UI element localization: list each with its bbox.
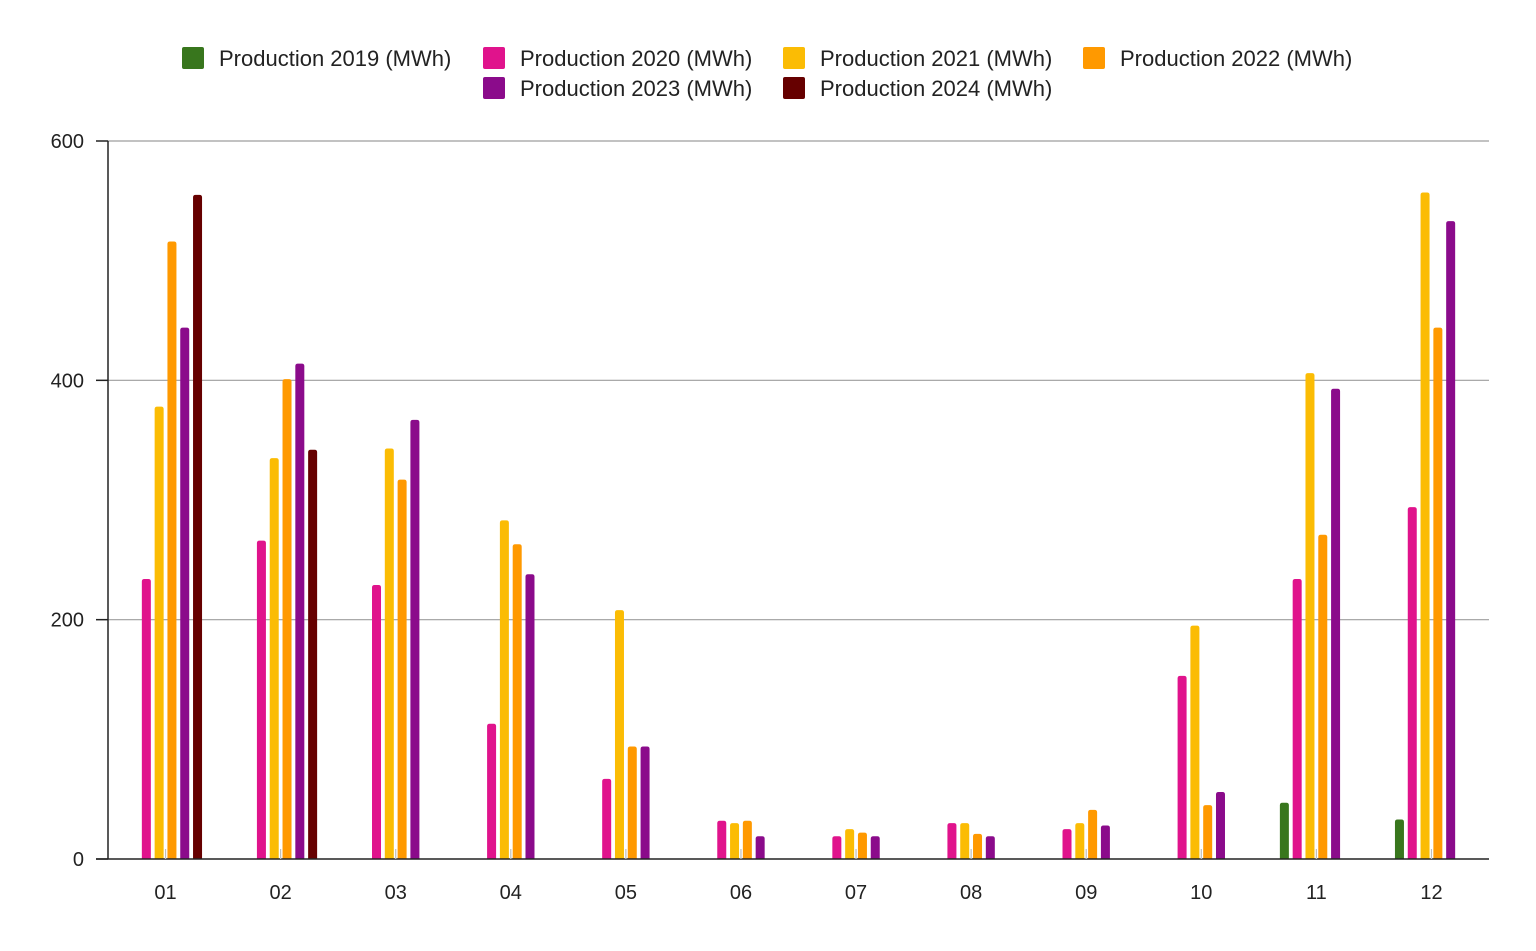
bar-production-2022-mwh-12 bbox=[1433, 327, 1443, 859]
bar-production-2023-mwh-03 bbox=[410, 419, 420, 859]
bar-production-2020-mwh-07 bbox=[832, 836, 842, 859]
bar-production-2021-mwh-03 bbox=[384, 448, 394, 859]
bar-production-2020-mwh-11 bbox=[1292, 578, 1302, 859]
legend-label-production-2024-mwh: Production 2024 (MWh) bbox=[820, 76, 1052, 101]
bar-production-2022-mwh-02 bbox=[282, 379, 292, 859]
legend-label-production-2020-mwh: Production 2020 (MWh) bbox=[520, 46, 752, 71]
bar-production-2021-mwh-02 bbox=[269, 458, 279, 859]
bar-production-2020-mwh-08 bbox=[947, 823, 957, 859]
bar-production-2022-mwh-03 bbox=[397, 479, 407, 859]
bar-production-2022-mwh-10 bbox=[1203, 805, 1213, 859]
bar-production-2020-mwh-06 bbox=[717, 820, 727, 859]
bar-production-2023-mwh-01 bbox=[180, 327, 190, 859]
bar-production-2022-mwh-06 bbox=[742, 820, 752, 859]
x-tick-label-11: 11 bbox=[1306, 882, 1327, 904]
x-tick-label-03: 03 bbox=[385, 882, 407, 904]
bar-production-2020-mwh-09 bbox=[1062, 829, 1072, 859]
bar-production-2022-mwh-01 bbox=[167, 241, 177, 859]
bar-production-2019-mwh-11 bbox=[1279, 802, 1289, 859]
bar-production-2022-mwh-07 bbox=[857, 832, 867, 859]
legend-label-production-2021-mwh: Production 2021 (MWh) bbox=[820, 46, 1052, 71]
bar-production-2021-mwh-08 bbox=[960, 823, 970, 859]
bar-production-2023-mwh-02 bbox=[295, 363, 305, 859]
bar-production-2023-mwh-05 bbox=[640, 746, 650, 859]
x-tick-label-04: 04 bbox=[500, 882, 522, 904]
x-tick-label-08: 08 bbox=[960, 882, 982, 904]
bar-production-2021-mwh-12 bbox=[1420, 192, 1430, 859]
bar-production-2022-mwh-08 bbox=[973, 833, 983, 859]
x-axis-ticks: 01 02 03 04 05 06 07 08 09 10 11 12 bbox=[154, 849, 1443, 904]
legend-swatch-production-2023-mwh bbox=[483, 77, 505, 99]
bar-production-2020-mwh-03 bbox=[372, 584, 382, 859]
legend-swatch-production-2019-mwh bbox=[182, 47, 204, 69]
bar-production-2023-mwh-11 bbox=[1331, 388, 1341, 859]
y-tick-label-200: 200 bbox=[51, 610, 84, 632]
x-tick-label-12: 12 bbox=[1420, 882, 1442, 904]
y-tick-label-600: 600 bbox=[51, 131, 84, 153]
bars-group bbox=[141, 192, 1456, 860]
x-tick-label-01: 01 bbox=[154, 882, 176, 904]
bar-production-2021-mwh-11 bbox=[1305, 373, 1315, 859]
legend-label-production-2023-mwh: Production 2023 (MWh) bbox=[520, 76, 752, 101]
bar-production-2022-mwh-11 bbox=[1318, 534, 1328, 859]
bar-production-2023-mwh-06 bbox=[755, 836, 765, 859]
bar-production-2022-mwh-04 bbox=[512, 544, 522, 859]
bar-production-2020-mwh-01 bbox=[141, 578, 151, 859]
x-tick-label-05: 05 bbox=[615, 882, 637, 904]
legend-label-production-2019-mwh: Production 2019 (MWh) bbox=[219, 46, 451, 71]
legend-label-production-2022-mwh: Production 2022 (MWh) bbox=[1120, 46, 1352, 71]
x-tick-label-09: 09 bbox=[1075, 882, 1097, 904]
legend-swatch-production-2020-mwh bbox=[483, 47, 505, 69]
bar-production-2021-mwh-04 bbox=[499, 520, 509, 859]
bar-production-2021-mwh-07 bbox=[845, 829, 855, 859]
chart-legend: Production 2019 (MWh) Production 2020 (MW… bbox=[182, 46, 1352, 101]
bar-production-2022-mwh-09 bbox=[1088, 809, 1098, 859]
bar-production-2022-mwh-05 bbox=[627, 746, 637, 859]
gridlines bbox=[108, 140, 1489, 621]
bar-production-2023-mwh-09 bbox=[1100, 825, 1110, 859]
y-axis-ticks: 0 200 400 600 bbox=[51, 131, 108, 871]
bar-production-2021-mwh-06 bbox=[730, 823, 740, 859]
bar-production-2020-mwh-04 bbox=[487, 723, 497, 859]
bar-production-2023-mwh-07 bbox=[870, 836, 880, 859]
y-tick-label-0: 0 bbox=[73, 849, 84, 871]
bar-production-2021-mwh-10 bbox=[1190, 625, 1200, 859]
x-tick-label-07: 07 bbox=[845, 882, 867, 904]
bar-production-2019-mwh-12 bbox=[1394, 819, 1404, 859]
bar-production-2024-mwh-01 bbox=[193, 194, 203, 860]
bar-production-2024-mwh-02 bbox=[308, 449, 318, 859]
axes bbox=[96, 141, 1489, 860]
x-tick-label-10: 10 bbox=[1190, 882, 1212, 904]
legend-swatch-production-2022-mwh bbox=[1083, 47, 1105, 69]
legend-swatch-production-2024-mwh bbox=[783, 77, 805, 99]
bar-production-2021-mwh-05 bbox=[614, 610, 624, 859]
bar-production-2020-mwh-12 bbox=[1407, 507, 1417, 859]
bar-production-2021-mwh-01 bbox=[154, 406, 164, 859]
x-tick-label-02: 02 bbox=[270, 882, 292, 904]
legend-swatch-production-2021-mwh bbox=[783, 47, 805, 69]
bar-production-2020-mwh-10 bbox=[1177, 675, 1187, 859]
bar-production-2023-mwh-12 bbox=[1446, 221, 1456, 860]
bar-production-2023-mwh-04 bbox=[525, 574, 535, 859]
bar-production-2023-mwh-08 bbox=[985, 836, 995, 859]
y-tick-label-400: 400 bbox=[51, 370, 84, 392]
bar-production-2020-mwh-05 bbox=[602, 778, 612, 859]
bar-production-2021-mwh-09 bbox=[1075, 823, 1085, 859]
x-tick-label-06: 06 bbox=[730, 882, 752, 904]
bar-production-2023-mwh-10 bbox=[1215, 791, 1225, 859]
bar-production-2020-mwh-02 bbox=[256, 540, 266, 859]
